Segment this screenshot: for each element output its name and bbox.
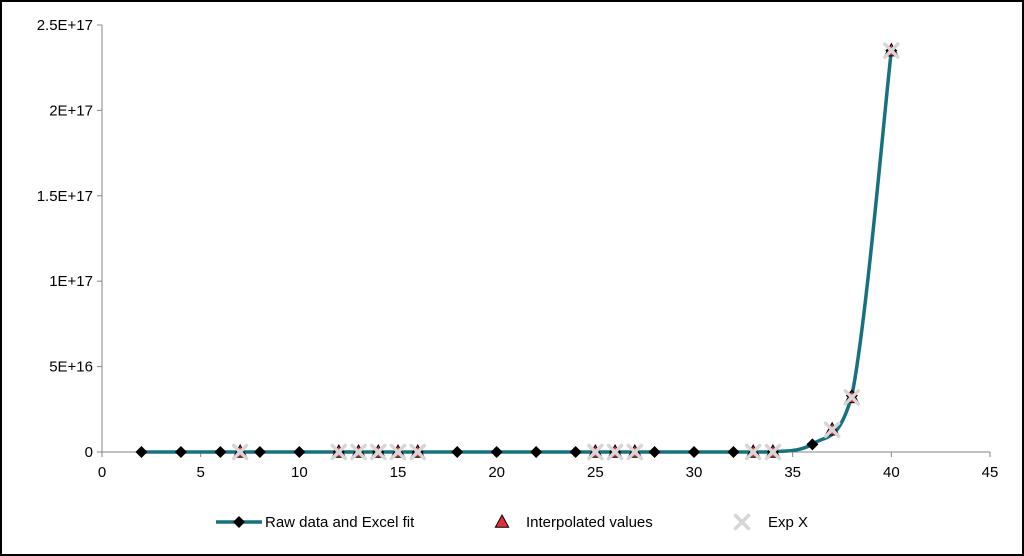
x-tick-label: 5 <box>196 464 204 481</box>
x-tick-label: 40 <box>883 464 900 481</box>
exp-x-point <box>883 42 900 59</box>
x-tick-label: 10 <box>291 464 308 481</box>
raw-data-point <box>174 446 187 458</box>
exp-x-point <box>764 443 782 461</box>
markers-layer <box>135 42 900 461</box>
x-tick-label: 15 <box>390 464 407 481</box>
raw-data-point <box>490 446 503 458</box>
exp-x-point <box>350 443 367 461</box>
legend: Raw data and Excel fit Interpolated valu… <box>216 513 808 531</box>
y-tick-label: 2.5E+17 <box>37 17 93 34</box>
raw-data-point <box>135 446 148 458</box>
y-tick-label: 5E+16 <box>49 359 93 376</box>
x-tick-label: 20 <box>488 464 505 481</box>
exp-x-point <box>744 443 762 461</box>
exp-x-point <box>587 443 604 461</box>
raw-data-point <box>569 446 582 458</box>
exp-x-point <box>389 443 407 461</box>
legend-x-glyph <box>733 513 751 531</box>
legend-swatch-marker-interpolated <box>494 513 510 528</box>
raw-data-point <box>806 438 819 451</box>
x-tick-label: 25 <box>587 464 604 481</box>
y-tick-label: 2E+17 <box>49 102 93 119</box>
raw-data-point <box>648 446 661 458</box>
exp-x-point <box>626 443 644 461</box>
x-tick-label: 45 <box>982 464 999 481</box>
legend-swatch-marker-exp <box>733 513 751 531</box>
exp-x-point <box>843 389 861 406</box>
raw-data-point <box>293 446 306 458</box>
raw-data-point <box>727 446 740 458</box>
raw-data-point <box>530 446 543 458</box>
exp-x-point <box>231 443 249 461</box>
legend-label-raw: Raw data and Excel fit <box>265 514 415 531</box>
legend-label-interpolated: Interpolated values <box>526 514 653 531</box>
fit-line-layer <box>139 48 894 454</box>
x-tick-label: 0 <box>98 464 106 481</box>
axes: 0 5E+16 1E+17 1.5E+17 2E+17 2.5E+17 0 5 10 15 20 25… <box>37 17 999 481</box>
x-tick-label: 30 <box>686 464 703 481</box>
exp-x-point <box>370 443 387 461</box>
y-tick-label: 1E+17 <box>49 273 93 290</box>
raw-data-point <box>688 446 700 458</box>
y-tick-label: 1.5E+17 <box>37 188 93 205</box>
x-tick-label: 35 <box>784 464 801 481</box>
raw-data-point <box>253 446 266 458</box>
series-line-raw-data-fit <box>139 48 894 454</box>
legend-swatch-marker-raw <box>233 516 245 528</box>
raw-data-point <box>451 446 464 458</box>
raw-data-point <box>214 446 227 458</box>
exp-x-point <box>409 443 426 461</box>
exp-x-point <box>606 443 624 461</box>
legend-label-exp: Exp X <box>768 514 808 531</box>
y-tick-label: 0 <box>85 444 93 461</box>
exp-x-point <box>330 443 348 461</box>
exp-x-point <box>823 421 841 439</box>
